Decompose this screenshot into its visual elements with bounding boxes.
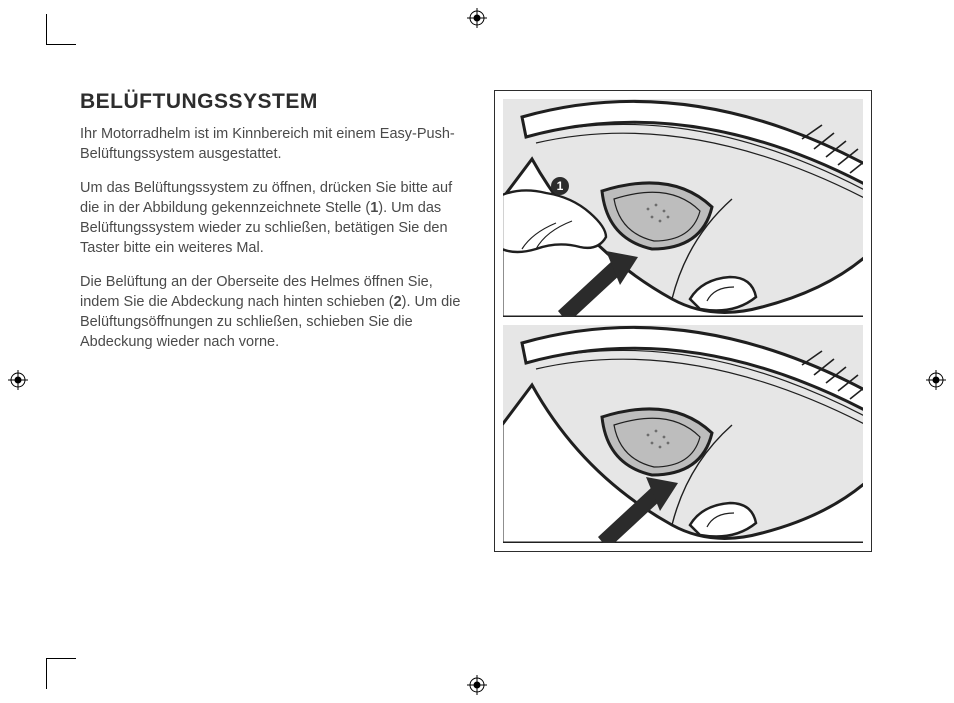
callout-badge-1: 1 (551, 177, 569, 195)
crop-mark-top-left (32, 14, 62, 44)
instruction-paragraph-1: Um das Belüftungssystem zu öffnen, drück… (80, 178, 472, 258)
p3-num: 2 (394, 294, 402, 310)
figure-panel-2 (503, 325, 863, 543)
figure-frame: 1 (494, 90, 872, 552)
registration-mark-bottom (467, 675, 487, 695)
page-content: BELÜFTUNGSSYSTEM Ihr Motorradhelm ist im… (80, 90, 880, 630)
instruction-paragraph-2: Die Belüftung an der Oberseite des Helme… (80, 272, 472, 352)
text-column: BELÜFTUNGSSYSTEM Ihr Motorradhelm ist im… (80, 90, 472, 630)
registration-mark-left (8, 370, 28, 390)
figure-panel-1: 1 (503, 99, 863, 317)
crop-mark-bottom-left (32, 659, 62, 689)
figure-column: 1 (494, 90, 874, 630)
p3-pre: Die Belüftung an der Oberseite des Helme… (80, 274, 433, 310)
registration-mark-top (467, 8, 487, 28)
intro-paragraph: Ihr Motorradhelm ist im Kinnbereich mit … (80, 124, 472, 164)
section-heading: BELÜFTUNGSSYSTEM (80, 90, 472, 114)
registration-mark-right (926, 370, 946, 390)
